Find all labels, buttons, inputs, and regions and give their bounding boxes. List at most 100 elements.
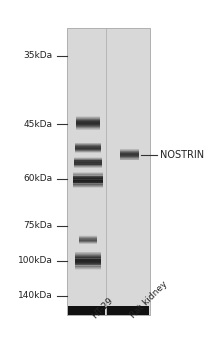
Bar (79, 240, 97, 241)
Bar (75, 265, 101, 266)
Bar (74, 161, 102, 162)
Bar (76, 122, 100, 123)
Bar (79, 243, 97, 244)
Bar (75, 148, 101, 149)
Bar (73, 184, 103, 185)
Bar (75, 269, 101, 270)
Bar (120, 152, 139, 153)
Bar (79, 238, 97, 239)
Bar (120, 158, 139, 159)
Bar (74, 159, 102, 160)
Bar (75, 148, 101, 149)
Bar (73, 186, 103, 187)
Bar (75, 266, 101, 267)
Bar (74, 167, 102, 168)
Bar (75, 258, 101, 259)
Bar (79, 239, 97, 240)
Bar (120, 158, 139, 159)
Bar (76, 123, 100, 124)
Bar (79, 239, 97, 240)
Bar (73, 173, 103, 174)
Bar (76, 126, 100, 127)
Bar (75, 261, 101, 262)
Bar (75, 266, 101, 267)
Bar (76, 127, 100, 128)
Bar (73, 184, 103, 185)
Bar (76, 128, 100, 129)
Bar (75, 151, 101, 152)
Bar (75, 145, 101, 146)
Bar (120, 158, 139, 159)
Text: 35kDa: 35kDa (23, 51, 52, 61)
Bar (67, 28, 150, 315)
Bar (75, 268, 101, 269)
Bar (79, 236, 97, 237)
Bar (76, 119, 100, 120)
Bar (73, 176, 103, 177)
Bar (74, 162, 102, 163)
Bar (120, 156, 139, 157)
Bar (73, 181, 103, 182)
Bar (68, 306, 105, 315)
Bar (120, 153, 139, 154)
Bar (74, 160, 102, 161)
Bar (120, 149, 139, 150)
Bar (120, 149, 139, 150)
Bar (73, 182, 103, 183)
Bar (76, 121, 100, 122)
Bar (73, 187, 103, 188)
Bar (76, 129, 100, 130)
Bar (74, 167, 102, 168)
Bar (79, 242, 97, 243)
Bar (74, 160, 102, 161)
Bar (75, 260, 101, 261)
Bar (73, 176, 103, 177)
Bar (120, 154, 139, 155)
Bar (74, 164, 102, 165)
Bar (73, 175, 103, 176)
Bar (75, 252, 101, 253)
Bar (120, 151, 139, 152)
Bar (74, 161, 102, 162)
Bar (76, 120, 100, 121)
Bar (120, 150, 139, 151)
Bar (74, 160, 102, 161)
Bar (74, 162, 102, 163)
Bar (74, 163, 102, 164)
Bar (75, 144, 101, 145)
Bar (74, 159, 102, 160)
Bar (74, 166, 102, 167)
Bar (75, 145, 101, 146)
Bar (75, 261, 101, 262)
Bar (75, 264, 101, 265)
Bar (120, 151, 139, 152)
Bar (120, 152, 139, 153)
Bar (76, 117, 100, 118)
Bar (73, 178, 103, 179)
Bar (76, 125, 100, 126)
Bar (74, 166, 102, 167)
Bar (73, 174, 103, 175)
Bar (75, 149, 101, 150)
Bar (120, 157, 139, 158)
Bar (79, 239, 97, 240)
Bar (120, 159, 139, 160)
Bar (75, 267, 101, 268)
Bar (75, 255, 101, 256)
Bar (120, 150, 139, 151)
Text: 75kDa: 75kDa (23, 221, 52, 230)
Bar (120, 156, 139, 157)
Bar (75, 252, 101, 253)
Bar (75, 262, 101, 263)
Bar (73, 177, 103, 178)
Bar (76, 118, 100, 119)
Bar (76, 122, 100, 123)
Bar (76, 124, 100, 125)
Bar (79, 236, 97, 237)
Bar (73, 185, 103, 186)
Bar (79, 237, 97, 238)
Bar (107, 306, 149, 315)
Bar (75, 150, 101, 151)
Bar (75, 145, 101, 146)
Text: NOSTRIN: NOSTRIN (160, 150, 204, 160)
